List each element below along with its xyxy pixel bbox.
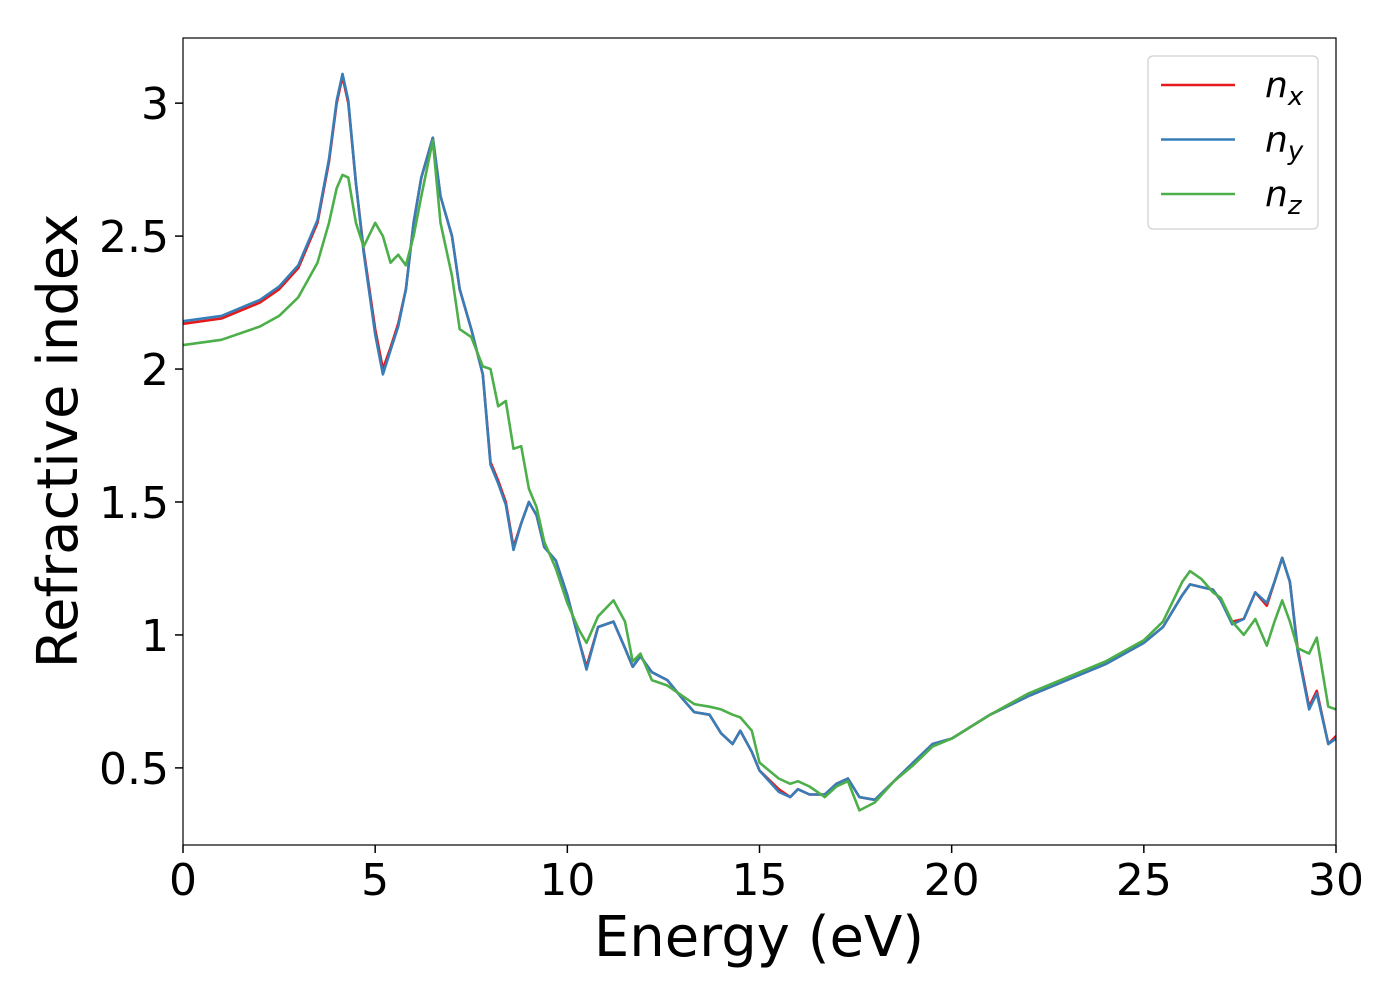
x-axis-label: Energy (eV) xyxy=(594,905,924,970)
y-tick-label: 2 xyxy=(141,345,169,396)
line-series xyxy=(183,139,1336,812)
plot-frame xyxy=(182,37,1337,846)
y-axis-label: Refractive index xyxy=(26,214,91,669)
x-tick-label: 20 xyxy=(924,855,980,906)
plot-lines xyxy=(183,72,1336,812)
y-tick-label: 0.5 xyxy=(99,744,169,795)
legend-label: nx xyxy=(1265,65,1304,112)
y-tick-label: 1 xyxy=(141,611,169,662)
y-tick-label: 1.5 xyxy=(99,478,169,529)
y-tick-label: 3 xyxy=(141,79,169,130)
x-tick-label: 5 xyxy=(361,855,389,906)
y-tick-label: 2.5 xyxy=(99,212,169,263)
x-tick-label: 30 xyxy=(1308,855,1364,906)
x-tick-label: 10 xyxy=(539,855,595,906)
legend-label: nz xyxy=(1265,174,1303,221)
legend-box xyxy=(1147,55,1319,230)
legend-label: ny xyxy=(1265,120,1304,167)
x-tick-label: 25 xyxy=(1116,855,1172,906)
x-tick-label: 15 xyxy=(732,855,788,906)
x-tick-label: 0 xyxy=(169,855,197,906)
